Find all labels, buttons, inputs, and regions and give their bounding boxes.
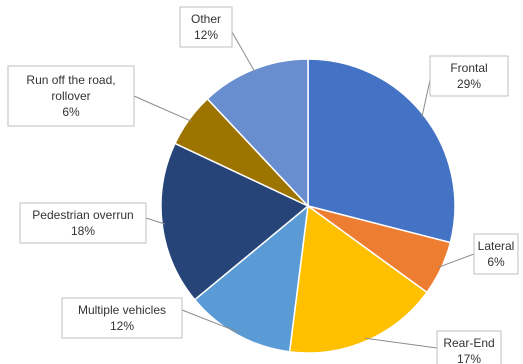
slice-label-lateral: Lateral (478, 239, 515, 253)
leader-line-frontal (422, 80, 430, 118)
slice-label-other: Other (191, 12, 221, 26)
pie-slices (161, 59, 455, 353)
slice-label-run-off-road-line-1: Run off the road, (26, 73, 115, 87)
slice-label-pedestrian-overrun: Pedestrian overrun (32, 208, 133, 222)
slice-label-frontal: Frontal (450, 61, 487, 75)
slice-value-run-off-road: 6% (62, 105, 80, 119)
slice-label-multiple-vehicles: Multiple vehicles (78, 303, 166, 317)
leader-line-other (232, 32, 255, 72)
slice-label-rear-end: Rear-End (443, 336, 494, 350)
slice-value-lateral: 6% (487, 255, 505, 269)
callout-run-off-road: Run off the road, rollover 6% (8, 66, 134, 126)
slice-value-other: 12% (194, 28, 218, 42)
callout-rear-end: Rear-End 17% (437, 331, 501, 364)
callout-lateral: Lateral 6% (474, 234, 518, 274)
slice-value-rear-end: 17% (457, 352, 481, 364)
slice-label-run-off-road-line-2: rollover (51, 89, 90, 103)
callout-other: Other 12% (180, 7, 232, 47)
slice-value-pedestrian-overrun: 18% (71, 224, 95, 238)
leader-line-run-off-road (134, 96, 192, 121)
callout-multiple-vehicles: Multiple vehicles 12% (62, 298, 182, 338)
callout-frontal: Frontal 29% (430, 56, 508, 96)
slice-value-multiple-vehicles: 12% (110, 319, 134, 333)
slice-value-frontal: 29% (457, 77, 481, 91)
leader-line-rear-end (365, 338, 437, 348)
callout-pedestrian-overrun: Pedestrian overrun 18% (20, 203, 146, 243)
